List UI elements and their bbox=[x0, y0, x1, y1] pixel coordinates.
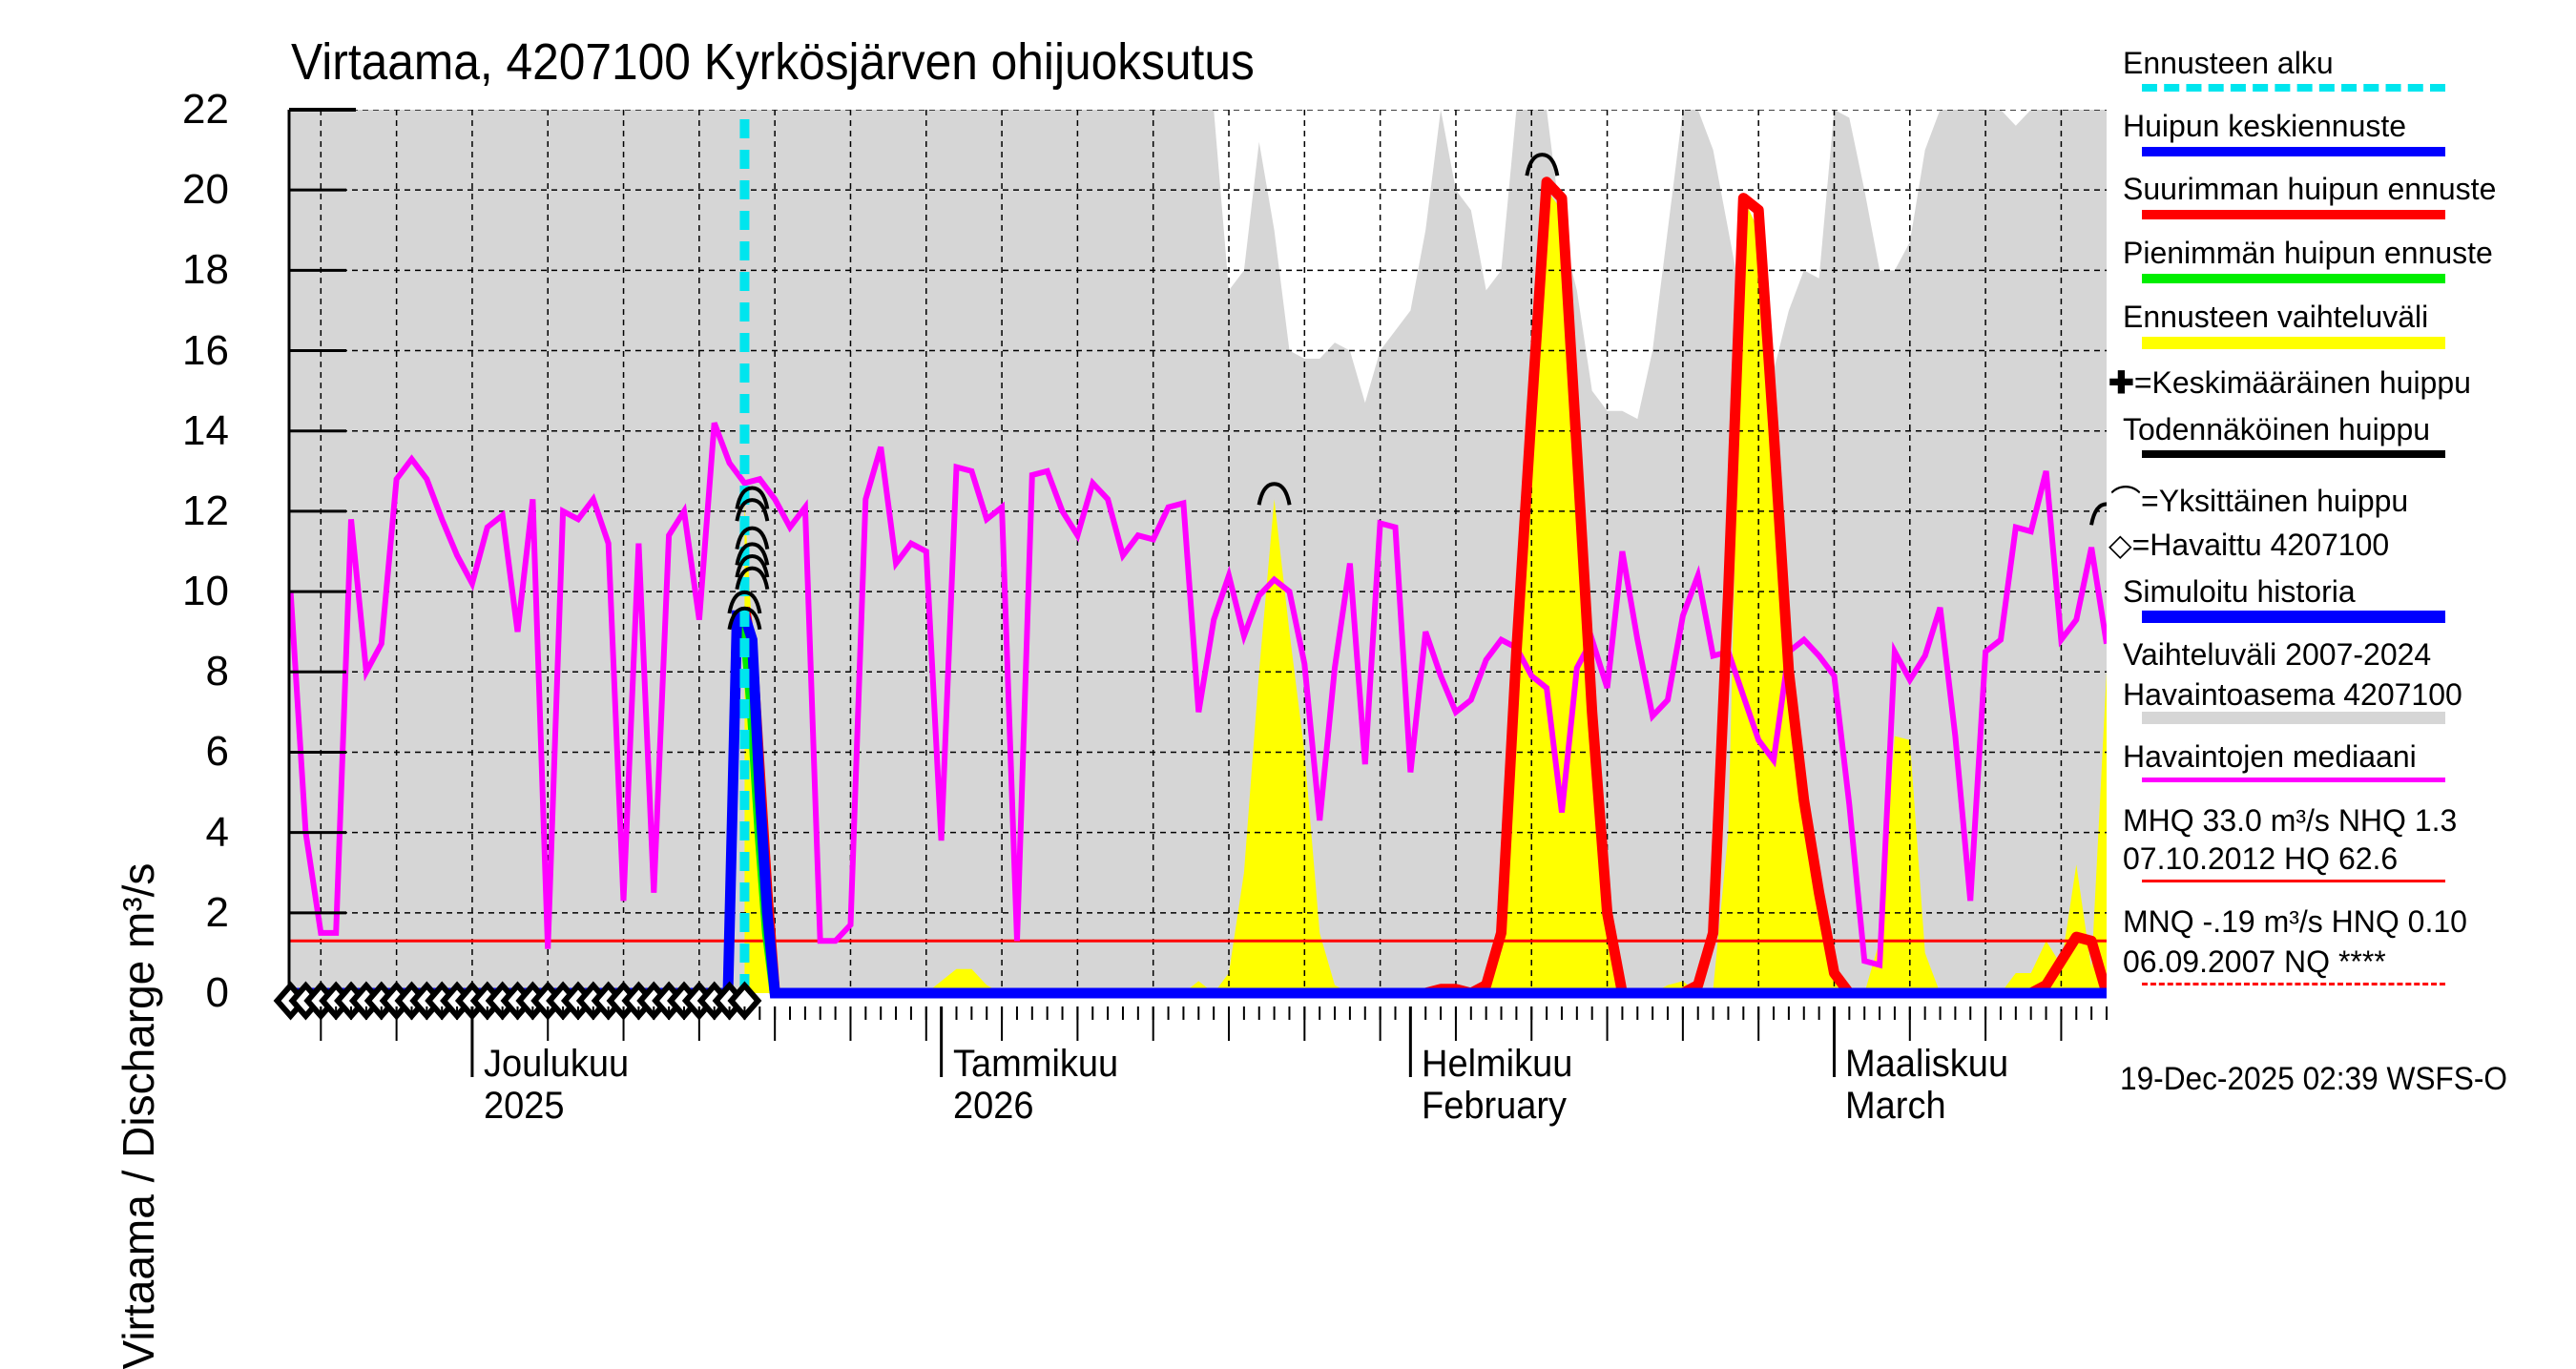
legend-mean-peak-forecast: Huipun keskiennuste bbox=[2123, 109, 2407, 143]
y-tick-label: 18 bbox=[182, 246, 229, 294]
y-tick-label: 8 bbox=[205, 648, 229, 695]
plus-icon: ✚ bbox=[2109, 365, 2134, 400]
y-tick-label: 12 bbox=[182, 487, 229, 534]
legend-observed: ◇=Havaittu 4207100 bbox=[2109, 527, 2389, 563]
legend-forecast-range: Ennusteen vaihteluväli bbox=[2123, 300, 2429, 334]
x-month-label: Tammikuu 2026 bbox=[952, 1043, 1118, 1127]
legend-single-peak-label: =Yksittäinen huippu bbox=[2141, 484, 2409, 518]
y-tick-label: 14 bbox=[182, 406, 229, 454]
legend-observed-label: =Havaittu 4207100 bbox=[2131, 528, 2390, 562]
legend-probable-peak: Todennäköinen huippu bbox=[2123, 412, 2431, 446]
arc-icon: ⌒ bbox=[2110, 484, 2142, 518]
legend-mean-peak-forecast-swatch bbox=[2142, 147, 2445, 156]
legend-range-swatch bbox=[2142, 712, 2445, 724]
y-tick-label: 20 bbox=[182, 166, 229, 214]
legend-max-peak-forecast-swatch bbox=[2142, 210, 2445, 219]
legend-simulated-history-swatch bbox=[2142, 611, 2445, 623]
plot-area bbox=[289, 110, 2107, 999]
y-tick-label: 4 bbox=[205, 808, 229, 856]
single-peak-marker bbox=[735, 498, 770, 522]
legend-median-swatch bbox=[2142, 778, 2445, 782]
legend-mnq-swatch bbox=[2142, 983, 2445, 985]
legend-probable-peak-swatch bbox=[2142, 450, 2445, 458]
legend-forecast-start: Ennusteen alku bbox=[2123, 46, 2334, 80]
legend-range-line2: Havaintoasema 4207100 bbox=[2123, 677, 2462, 712]
single-peak-marker bbox=[735, 526, 770, 550]
diamond-icon: ◇ bbox=[2109, 528, 2132, 562]
y-tick-label: 0 bbox=[205, 969, 229, 1016]
discharge-chart bbox=[273, 108, 2108, 1077]
single-peak-marker bbox=[735, 566, 770, 591]
legend-mhq-line2: 07.10.2012 HQ 62.6 bbox=[2123, 841, 2399, 876]
single-peak-marker bbox=[2089, 502, 2107, 526]
legend-forecast-range-swatch bbox=[2142, 337, 2445, 349]
legend-median: Havaintojen mediaani bbox=[2123, 739, 2417, 774]
legend-range-line1: Vaihteluväli 2007-2024 bbox=[2123, 637, 2432, 672]
legend-mnq-line1: MNQ -.19 m³/s HNQ 0.10 bbox=[2123, 904, 2467, 939]
legend-min-peak-forecast: Pienimmän huipun ennuste bbox=[2123, 236, 2493, 270]
y-tick-label: 2 bbox=[205, 888, 229, 936]
timestamp-footer: 19-Dec-2025 02:39 WSFS-O bbox=[2120, 1061, 2507, 1097]
y-tick-label: 22 bbox=[182, 86, 229, 133]
legend-mean-peak-label: =Keskimääräinen huippu bbox=[2133, 365, 2471, 400]
legend-mean-peak: ✚=Keskimääräinen huippu bbox=[2109, 364, 2471, 401]
x-month-label: Helmikuu February bbox=[1422, 1043, 1573, 1127]
legend-min-peak-forecast-swatch bbox=[2142, 274, 2445, 283]
y-tick-label: 6 bbox=[205, 728, 229, 776]
y-axis-label: Virtaama / Discharge m³/s bbox=[114, 862, 163, 1369]
single-peak-marker bbox=[735, 542, 770, 566]
legend-simulated-history: Simuloitu historia bbox=[2123, 574, 2356, 609]
single-peak-marker bbox=[735, 554, 770, 578]
y-tick-label: 16 bbox=[182, 326, 229, 374]
chart-title: Virtaama, 4207100 Kyrkösjärven ohijuoksu… bbox=[291, 33, 1255, 91]
single-peak-marker bbox=[1525, 153, 1560, 176]
x-month-label: Joulukuu 2025 bbox=[483, 1043, 630, 1127]
legend-mhq-swatch bbox=[2142, 880, 2445, 882]
single-peak-marker bbox=[1257, 482, 1292, 506]
x-month-label: Maaliskuu March bbox=[1845, 1043, 2009, 1127]
median-line bbox=[289, 422, 2107, 969]
legend-single-peak: ⌒=Yksittäinen huippu bbox=[2110, 477, 2408, 521]
y-tick-label: 10 bbox=[182, 568, 229, 615]
single-peak-marker bbox=[727, 606, 762, 631]
legend-forecast-start-swatch bbox=[2142, 84, 2445, 92]
legend-max-peak-forecast: Suurimman huipun ennuste bbox=[2123, 172, 2497, 206]
legend-mnq-line2: 06.09.2007 NQ **** bbox=[2123, 944, 2386, 979]
single-peak-marker bbox=[735, 486, 770, 509]
mean-peak-forecast-line bbox=[290, 610, 2107, 999]
single-peak-marker bbox=[727, 590, 762, 614]
legend-mhq-line1: MHQ 33.0 m³/s NHQ 1.3 bbox=[2123, 803, 2458, 838]
